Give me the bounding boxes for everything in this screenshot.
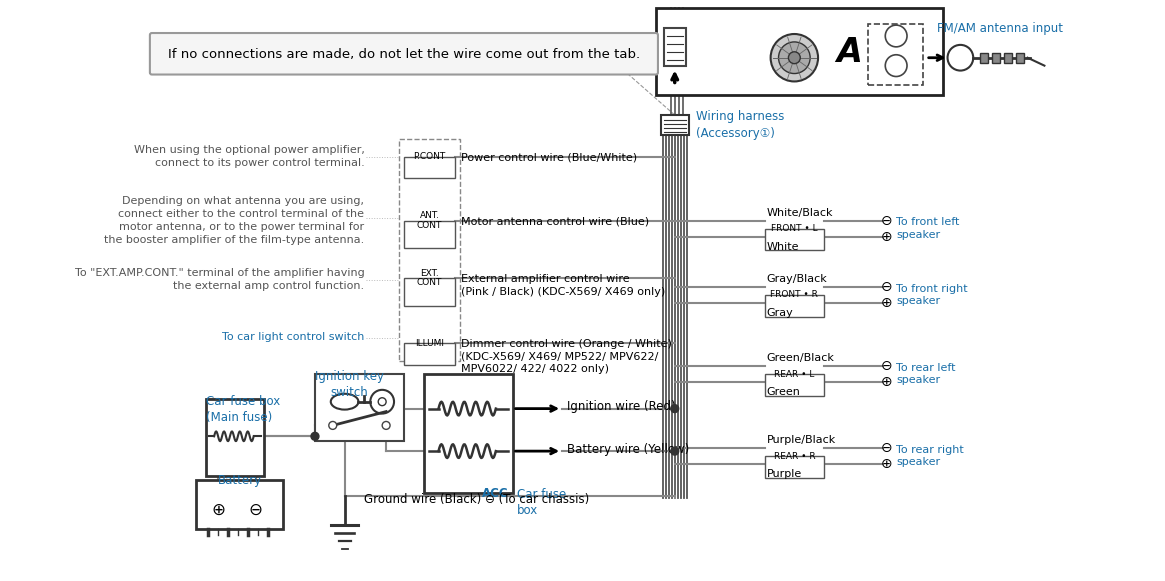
- Circle shape: [671, 447, 679, 455]
- Text: To front left
speaker: To front left speaker: [896, 217, 960, 240]
- Text: To "EXT.AMP.CONT." terminal of the amplifier having
the external amp control fun: To "EXT.AMP.CONT." terminal of the ampli…: [75, 268, 365, 291]
- Text: ACC: ACC: [482, 487, 509, 500]
- Text: Motor antenna control wire (Blue): Motor antenna control wire (Blue): [461, 217, 649, 227]
- Circle shape: [671, 404, 679, 413]
- Text: Battery: Battery: [218, 474, 262, 487]
- Circle shape: [885, 55, 908, 77]
- Text: To rear right
speaker: To rear right speaker: [896, 444, 963, 468]
- Circle shape: [789, 52, 800, 64]
- Text: REAR • R: REAR • R: [774, 451, 816, 461]
- Text: To front right
speaker: To front right speaker: [896, 284, 968, 306]
- Text: FM/AM antenna input: FM/AM antenna input: [937, 21, 1062, 35]
- Text: To car light control switch: To car light control switch: [223, 332, 365, 342]
- Text: REAR • L: REAR • L: [775, 370, 814, 379]
- Bar: [764, 374, 824, 396]
- Circle shape: [382, 421, 390, 429]
- Bar: [764, 229, 824, 250]
- Text: White/Black: White/Black: [767, 208, 833, 218]
- Circle shape: [778, 42, 810, 74]
- Text: To rear left
speaker: To rear left speaker: [896, 363, 955, 385]
- Bar: [398, 139, 460, 361]
- Bar: [980, 53, 988, 63]
- Text: Battery wire (Yellow): Battery wire (Yellow): [567, 443, 690, 456]
- Bar: [404, 156, 456, 178]
- Circle shape: [947, 45, 973, 70]
- FancyBboxPatch shape: [150, 33, 658, 74]
- Bar: [661, 115, 689, 135]
- Text: ⊖: ⊖: [248, 500, 262, 518]
- Text: Ground wire (Black) ⊖ (To car chassis): Ground wire (Black) ⊖ (To car chassis): [365, 493, 589, 505]
- Circle shape: [329, 421, 337, 429]
- Circle shape: [379, 398, 386, 406]
- Text: ⊖: ⊖: [881, 359, 892, 373]
- Text: Car fuse
box: Car fuse box: [516, 487, 566, 517]
- Text: Dimmer control wire (Orange / White)
(KDC-X569/ X469/ MP522/ MPV622/
MPV6022/ 42: Dimmer control wire (Orange / White) (KD…: [461, 339, 672, 374]
- Bar: [764, 295, 824, 317]
- Text: Ignition wire (Red): Ignition wire (Red): [567, 400, 676, 413]
- Circle shape: [311, 432, 319, 440]
- Text: ⊕: ⊕: [881, 296, 892, 310]
- Bar: [315, 374, 404, 441]
- Ellipse shape: [331, 394, 359, 410]
- Bar: [197, 480, 283, 529]
- Text: P.CONT: P.CONT: [414, 152, 446, 161]
- Bar: [206, 399, 263, 476]
- Text: Purple: Purple: [767, 469, 802, 479]
- Bar: [404, 343, 456, 365]
- Text: Ignition key
switch: Ignition key switch: [315, 370, 384, 399]
- Text: ⊕: ⊕: [881, 457, 892, 471]
- Text: Wiring harness
(Accessory①): Wiring harness (Accessory①): [697, 110, 785, 140]
- Text: Gray: Gray: [767, 308, 793, 318]
- Bar: [424, 374, 513, 493]
- Bar: [404, 221, 456, 249]
- Text: When using the optional power amplifier,
connect to its power control terminal.: When using the optional power amplifier,…: [134, 145, 365, 167]
- Text: External amplifier control wire
(Pink / Black) (KDC-X569/ X469 only): External amplifier control wire (Pink / …: [461, 274, 665, 296]
- Text: ILLUMI: ILLUMI: [415, 339, 444, 348]
- Text: White: White: [767, 242, 799, 252]
- Bar: [993, 53, 1000, 63]
- Text: FRONT • R: FRONT • R: [770, 290, 818, 299]
- Text: FRONT • L: FRONT • L: [771, 224, 818, 233]
- Text: ⊖: ⊖: [881, 441, 892, 455]
- Text: ANT.
CONT: ANT. CONT: [417, 211, 443, 230]
- Bar: [1004, 53, 1011, 63]
- Circle shape: [885, 25, 908, 47]
- Text: A: A: [835, 36, 862, 69]
- Bar: [868, 24, 923, 85]
- Bar: [656, 8, 942, 95]
- Bar: [664, 28, 686, 66]
- Bar: [404, 278, 456, 306]
- Text: Power control wire (Blue/White): Power control wire (Blue/White): [461, 153, 637, 163]
- Text: Green: Green: [767, 387, 800, 397]
- Text: Gray/Black: Gray/Black: [767, 274, 827, 284]
- Text: Car fuse box
(Main fuse): Car fuse box (Main fuse): [206, 394, 281, 424]
- Bar: [1016, 53, 1024, 63]
- Text: ⊕: ⊕: [881, 375, 892, 389]
- Circle shape: [770, 34, 818, 81]
- Text: ⊕: ⊕: [881, 229, 892, 243]
- Text: Purple/Black: Purple/Black: [767, 435, 836, 445]
- Text: ⊕: ⊕: [211, 500, 225, 518]
- Text: ⊖: ⊖: [881, 214, 892, 228]
- Text: If no connections are made, do not let the wire come out from the tab.: If no connections are made, do not let t…: [168, 48, 640, 61]
- Circle shape: [370, 390, 394, 414]
- Text: EXT.
CONT: EXT. CONT: [417, 269, 443, 288]
- Text: Depending on what antenna you are using,
connect either to the control terminal : Depending on what antenna you are using,…: [104, 196, 365, 245]
- Bar: [764, 456, 824, 478]
- Text: Green/Black: Green/Black: [767, 353, 834, 363]
- Text: ⊖: ⊖: [881, 280, 892, 294]
